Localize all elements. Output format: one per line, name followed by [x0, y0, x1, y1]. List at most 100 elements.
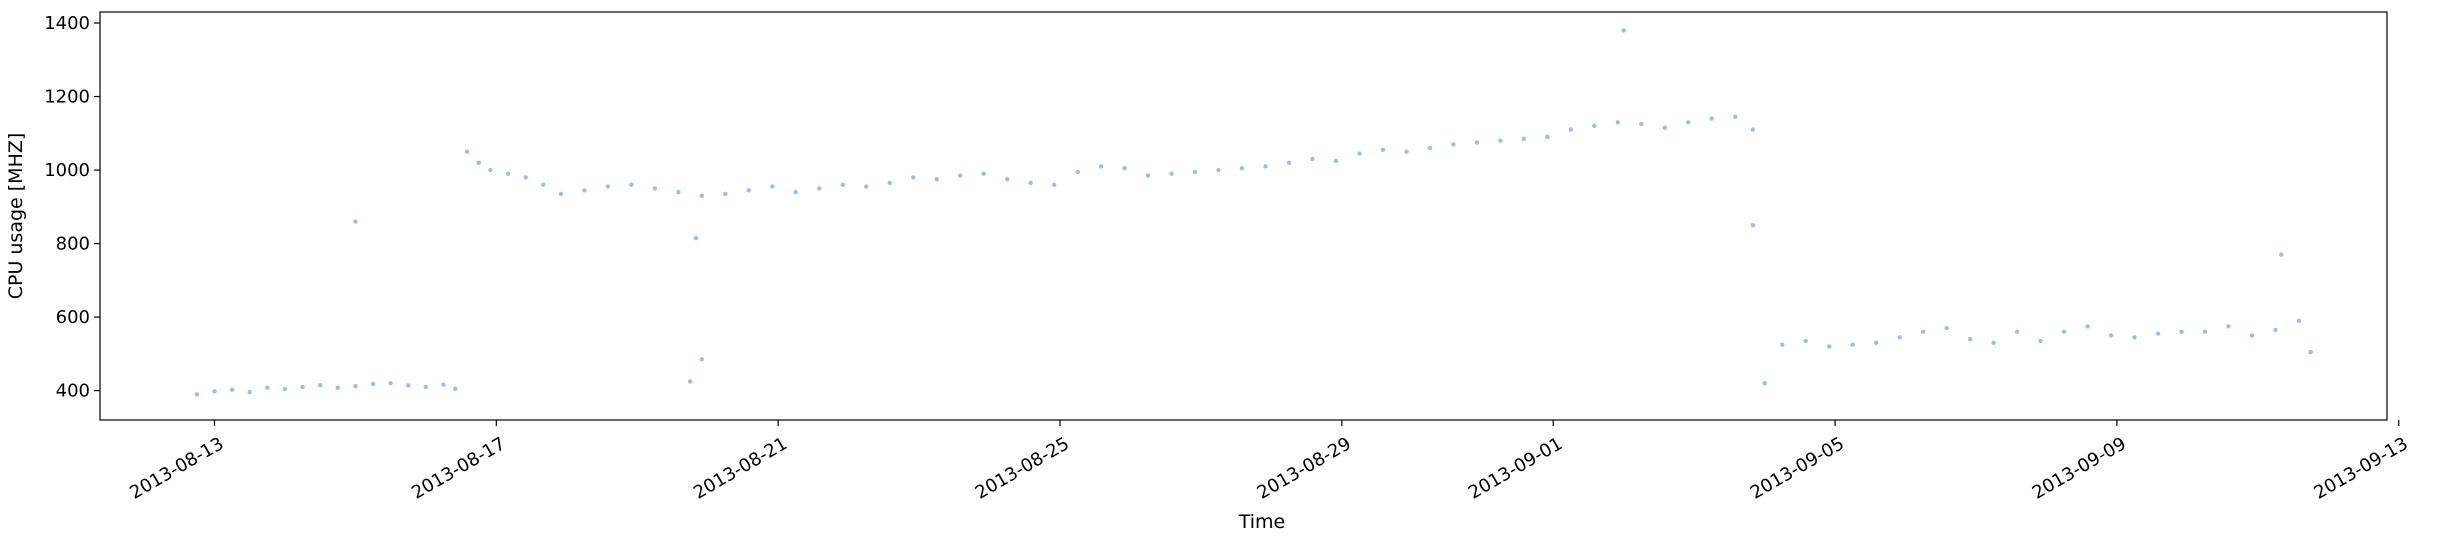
data-point	[335, 385, 341, 390]
y-tick-label: 800	[56, 234, 90, 255]
data-point	[699, 357, 705, 362]
data-point	[1075, 169, 1080, 175]
data-point	[699, 193, 705, 198]
data-point	[370, 381, 376, 387]
data-point	[1192, 169, 1198, 175]
scatter-points	[194, 28, 2313, 397]
data-point	[423, 384, 429, 390]
data-point	[464, 149, 470, 154]
data-point	[1991, 340, 1996, 346]
data-point	[1286, 160, 1292, 165]
data-point	[488, 167, 493, 173]
data-point	[770, 184, 775, 189]
data-point	[817, 186, 822, 191]
data-point	[1004, 177, 1010, 182]
y-tick-label: 1400	[44, 13, 90, 34]
data-point	[1545, 134, 1550, 140]
data-point	[1427, 145, 1433, 151]
x-tick-label: 2013-08-17	[408, 433, 509, 503]
data-point	[887, 180, 892, 186]
data-point	[723, 191, 728, 197]
data-point	[265, 385, 270, 390]
data-point	[1216, 167, 1221, 173]
data-point	[1521, 136, 1527, 142]
data-point	[629, 182, 634, 187]
data-point	[1920, 329, 1926, 334]
data-point	[676, 189, 681, 195]
data-point	[523, 175, 528, 180]
data-point	[388, 381, 393, 386]
data-point	[2132, 335, 2137, 340]
data-point	[2061, 329, 2067, 334]
data-point	[2308, 349, 2313, 355]
data-point	[693, 235, 699, 241]
data-point	[605, 184, 611, 189]
data-point	[1750, 127, 1756, 132]
data-point	[2249, 333, 2255, 338]
x-axis: 2013-08-13 2013-08-17 2013-08-21 2013-08-25…	[126, 420, 2412, 504]
x-tick-label: 2013-09-01	[1465, 433, 1566, 503]
data-point	[1145, 173, 1151, 178]
data-point	[1873, 340, 1879, 346]
data-point	[1944, 325, 1949, 331]
data-point	[194, 392, 200, 397]
data-point	[746, 188, 752, 193]
data-point	[1568, 127, 1574, 132]
data-point	[1451, 142, 1456, 147]
y-tick-label: 1000	[44, 160, 90, 181]
x-tick-label: 2013-08-25	[972, 433, 1073, 503]
data-point	[406, 383, 411, 388]
data-point	[1404, 149, 1409, 154]
data-point	[1826, 344, 1832, 349]
data-point	[1750, 222, 1756, 228]
data-point	[934, 177, 939, 182]
data-point	[1310, 156, 1315, 162]
data-point	[476, 160, 481, 165]
plot-frame	[99, 11, 2388, 421]
data-point	[1709, 116, 1714, 121]
data-point	[582, 188, 587, 193]
data-point	[1380, 147, 1386, 153]
data-point	[1662, 125, 1667, 130]
data-point	[864, 184, 869, 189]
data-point	[2108, 333, 2114, 338]
data-point	[1967, 336, 1973, 342]
data-point	[840, 182, 845, 187]
data-point	[1686, 120, 1691, 125]
x-tick-label: 2013-09-13	[2311, 433, 2412, 503]
y-tick-label: 600	[56, 307, 90, 328]
data-point	[282, 386, 288, 392]
data-point	[1592, 123, 1597, 129]
data-point	[229, 387, 235, 393]
data-point	[353, 383, 358, 389]
data-point	[1639, 121, 1644, 127]
data-point	[2296, 318, 2302, 323]
data-point	[1621, 28, 1626, 33]
data-point	[1803, 338, 1808, 344]
x-axis-title: Time	[1238, 511, 1286, 533]
data-point	[453, 386, 458, 391]
data-point	[1122, 166, 1127, 171]
data-point	[1733, 114, 1738, 119]
data-point	[2273, 327, 2278, 333]
data-point	[793, 189, 798, 195]
data-point	[1098, 164, 1104, 169]
data-point	[541, 182, 546, 187]
data-point	[1239, 166, 1245, 171]
y-axis: 400 600 800 1000 1200 1400	[44, 13, 100, 402]
data-point	[957, 173, 963, 178]
data-point	[317, 382, 323, 388]
data-point	[441, 382, 446, 387]
data-point	[1780, 342, 1785, 347]
data-point	[2226, 324, 2231, 329]
y-axis-title: CPU usage [MHZ]	[5, 133, 27, 300]
data-point	[981, 171, 986, 176]
data-point	[353, 219, 358, 224]
y-tick-label: 1200	[44, 87, 90, 108]
data-point	[1051, 182, 1057, 187]
data-point	[2179, 329, 2184, 334]
data-point	[505, 171, 511, 176]
data-point	[2279, 252, 2284, 257]
data-point	[1897, 335, 1902, 340]
